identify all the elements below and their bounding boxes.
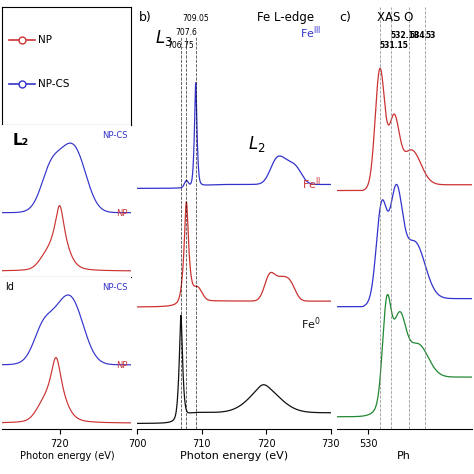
X-axis label: Photon energy (eV): Photon energy (eV) xyxy=(19,451,114,462)
Text: $L_2$: $L_2$ xyxy=(247,134,265,154)
Text: NP: NP xyxy=(38,35,53,45)
Text: ld: ld xyxy=(5,282,14,292)
Text: 531.15: 531.15 xyxy=(380,41,409,50)
Text: 706.75: 706.75 xyxy=(167,41,194,50)
Text: 707.6: 707.6 xyxy=(175,28,197,37)
Text: L₂: L₂ xyxy=(13,133,29,148)
Text: 534.: 534. xyxy=(410,31,428,40)
Text: Fe$^{\mathsf{III}}$: Fe$^{\mathsf{III}}$ xyxy=(300,24,321,41)
Text: c): c) xyxy=(339,11,351,24)
X-axis label: Photon energy (eV): Photon energy (eV) xyxy=(180,451,288,462)
Text: 53: 53 xyxy=(425,31,435,40)
Text: Fe$^{\mathsf{0}}$: Fe$^{\mathsf{0}}$ xyxy=(301,315,321,332)
Text: $L_3$: $L_3$ xyxy=(155,28,173,48)
Text: NP-CS: NP-CS xyxy=(102,131,128,140)
Text: 709.05: 709.05 xyxy=(182,14,209,23)
Text: b): b) xyxy=(139,11,152,24)
Text: NP: NP xyxy=(116,361,128,370)
Text: NP-CS: NP-CS xyxy=(102,283,128,292)
X-axis label: Ph: Ph xyxy=(397,451,411,462)
Text: NP: NP xyxy=(116,209,128,218)
Text: Fe$^{\mathsf{II}}$: Fe$^{\mathsf{II}}$ xyxy=(302,176,321,192)
Text: 532.18: 532.18 xyxy=(391,31,419,40)
Text: Fe L-edge: Fe L-edge xyxy=(257,11,314,24)
Text: NP-CS: NP-CS xyxy=(38,79,70,89)
Text: XAS O: XAS O xyxy=(377,11,414,24)
